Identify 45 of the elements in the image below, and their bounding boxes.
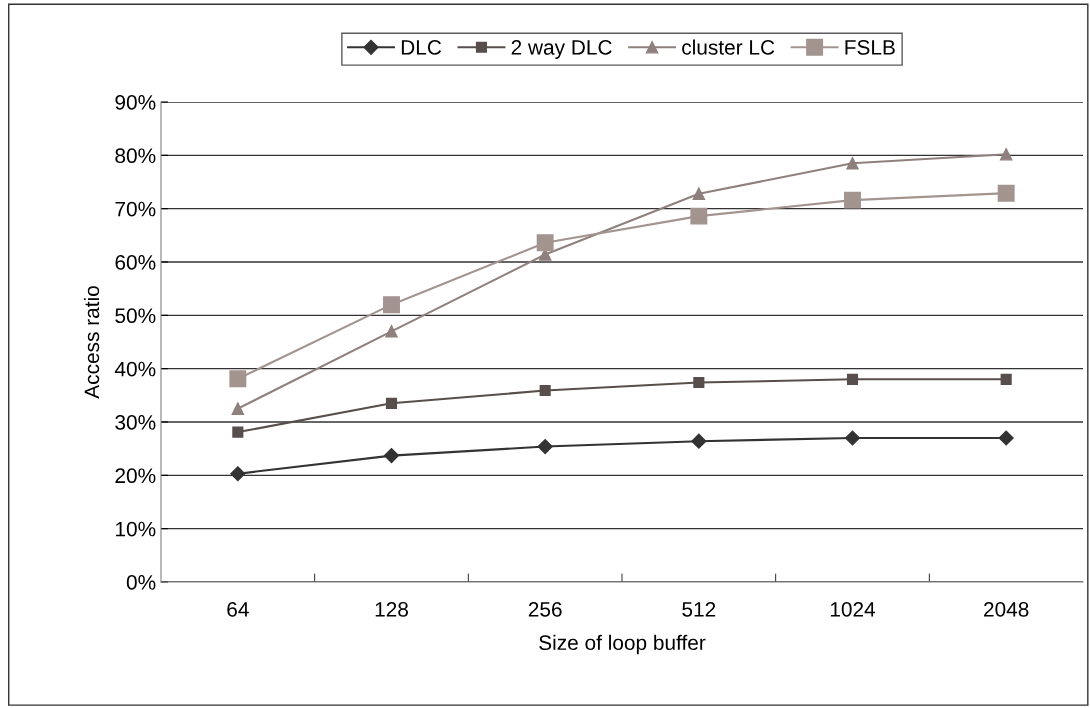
y-tick-label: 40% [114,361,156,377]
point [693,376,705,389]
point [537,438,553,455]
y-tick-label: 20% [115,468,156,484]
point [232,426,244,438]
point [846,157,859,170]
point [846,373,859,385]
x-tick-label: 256 [528,601,562,617]
point [229,370,247,388]
point [844,191,861,209]
x-tick-label: 1024 [830,601,876,617]
y-tick-label: 80% [115,148,156,164]
point [385,397,398,409]
x-tick-label: 2048 [984,601,1029,617]
x-axis-title: Size of loop buffer [539,634,706,655]
y-tick-label: 90% [115,95,156,110]
y-tick-label: 10% [116,521,156,537]
point [383,448,400,464]
y-tick-label: 50% [115,308,156,324]
point [539,384,551,397]
x-tick-label: 512 [682,601,716,617]
point [385,325,398,338]
legend-label: cluster LC [682,39,775,55]
x-tick-label: 64 [227,601,249,617]
point [999,148,1013,161]
y-tick-label: 30% [115,415,156,430]
legend-label: FSLB [845,40,895,55]
point [997,184,1015,202]
point [691,433,707,449]
y-tick-label: 60% [115,255,156,270]
point [1000,373,1012,385]
point [844,430,861,446]
y-tick-label: 70% [115,201,156,217]
point [998,430,1014,446]
point [383,296,400,314]
y-axis-title: Access ratio [83,286,100,399]
point [690,207,708,225]
legend-label: DLC [401,40,442,55]
y-tick-label: 0% [126,575,156,590]
point [692,187,706,200]
point [230,466,246,482]
point [536,234,554,252]
legend-label: 2 way DLC [511,40,612,59]
point [231,402,245,415]
x-tick-label: 128 [375,601,408,617]
